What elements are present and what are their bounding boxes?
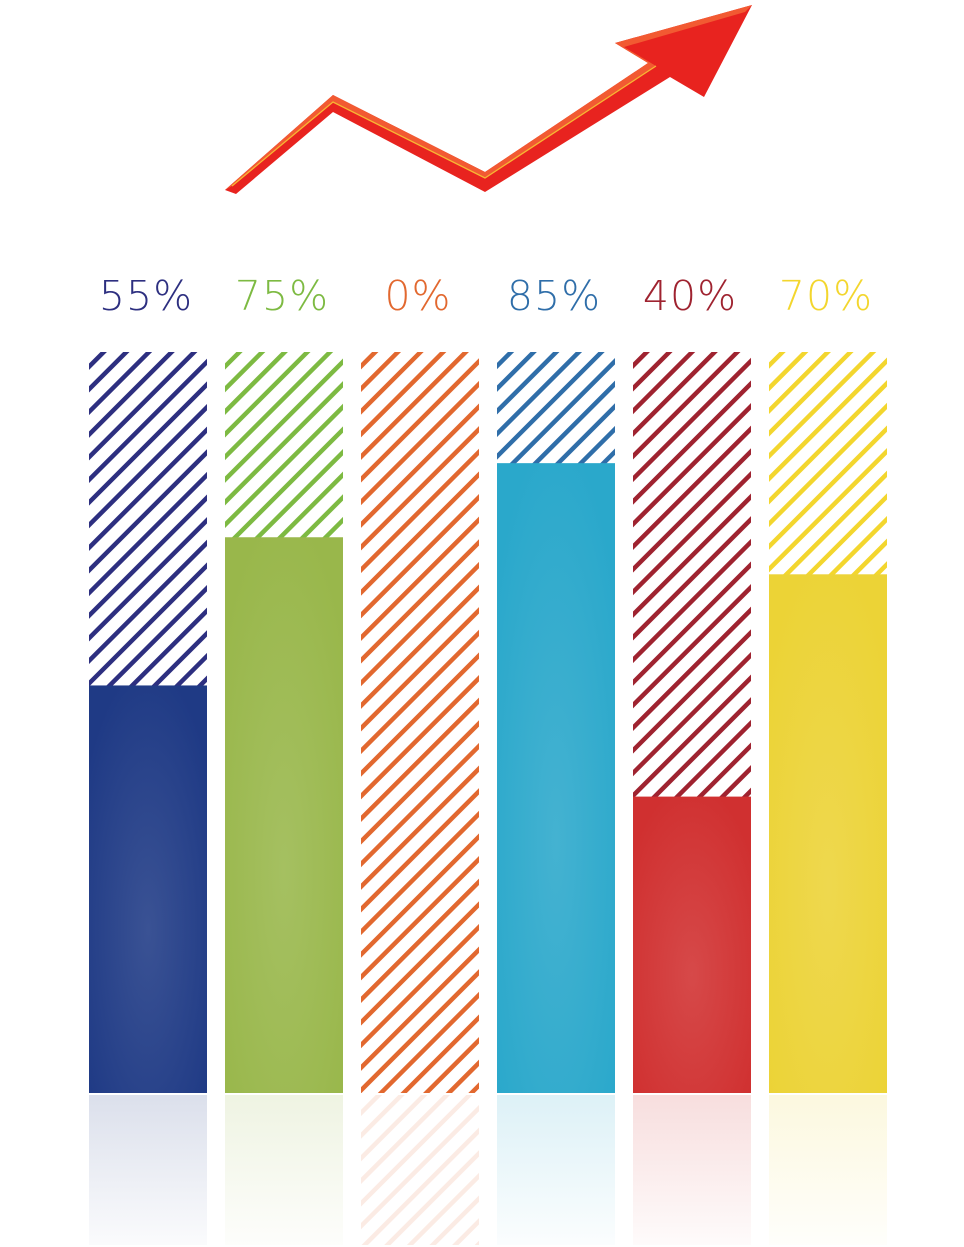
- value-label: 70%: [779, 272, 873, 320]
- bar-reflection: [225, 1095, 343, 1245]
- value-label: 0%: [384, 272, 451, 320]
- bar-reflection: [633, 1095, 751, 1245]
- bar: [497, 463, 615, 1093]
- value-label: 55%: [99, 272, 193, 320]
- bar: [89, 685, 207, 1093]
- bar: [225, 537, 343, 1093]
- bar-reflection: [497, 1095, 615, 1245]
- bar-reflection: [769, 1095, 887, 1245]
- value-label: 40%: [643, 272, 737, 320]
- bar-track-hatch: [361, 352, 479, 1093]
- value-label: 85%: [507, 272, 601, 320]
- bar: [633, 796, 751, 1093]
- trend-arrow-icon: [225, 5, 752, 194]
- bar: [769, 574, 887, 1093]
- bar-reflections: [89, 1095, 887, 1245]
- bars-group: [89, 352, 887, 1093]
- value-label: 75%: [235, 272, 329, 320]
- bar-reflection: [361, 1095, 479, 1245]
- value-labels-group: 55% 75% 0% 85% 40% 70%: [99, 272, 873, 320]
- bar-reflection: [89, 1095, 207, 1245]
